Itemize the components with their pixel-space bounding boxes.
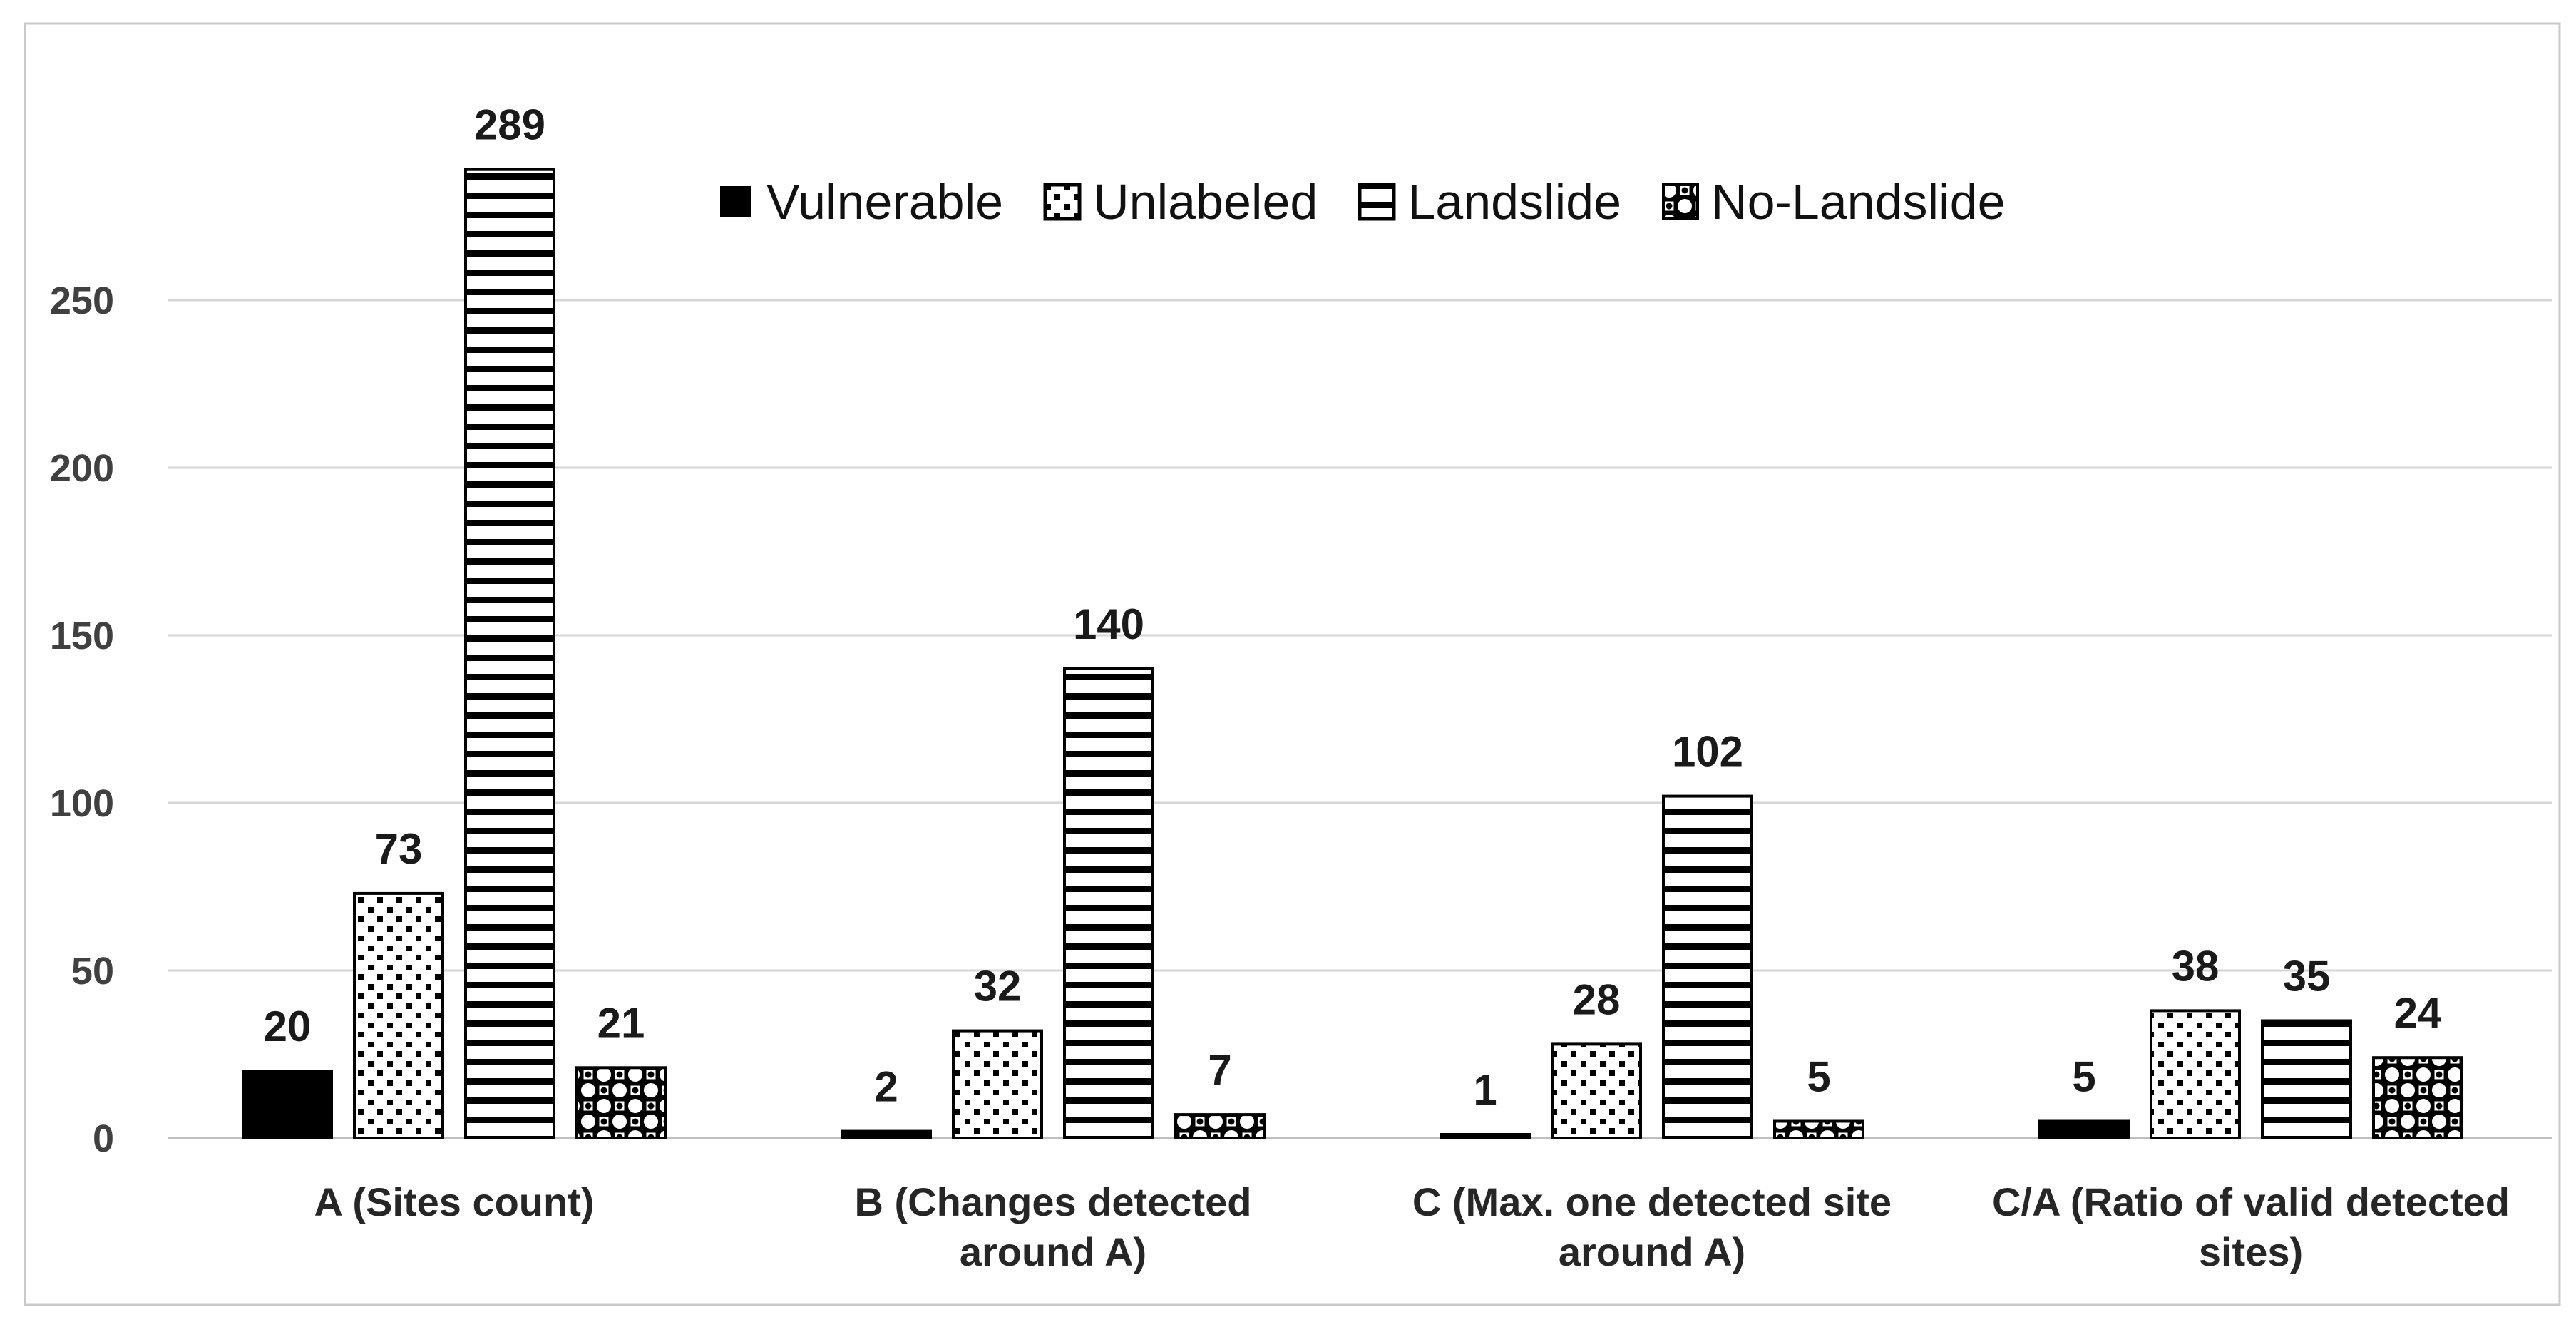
bar-value-label: 102 (1672, 728, 1743, 776)
bar-vulnerable-group1 (242, 1070, 333, 1139)
bar-vulnerable-group4 (2038, 1119, 2130, 1139)
legend-item-unlabeled: Unlabeled (1043, 177, 1318, 227)
bar-landslide-group4 (2261, 1019, 2352, 1139)
bar-value-label: 289 (474, 101, 545, 149)
y-tick-label: 250 (50, 280, 114, 322)
bar-value-label: 5 (1807, 1053, 1830, 1101)
y-tick-label: 0 (93, 1117, 114, 1160)
legend-label: No-Landslide (1711, 174, 2006, 230)
legend-item-landslide: Landslide (1358, 177, 1621, 227)
bar-value-label: 21 (597, 999, 645, 1047)
bar-vulnerable-group3 (1440, 1133, 1531, 1139)
y-tick-label: 150 (50, 615, 114, 657)
bar-landslide-group3 (1662, 794, 1753, 1139)
bar-value-label: 2 (874, 1063, 898, 1111)
x-axis-label: B (Changes detected around A) (855, 1179, 1252, 1274)
legend-swatch-dots-icon (1043, 183, 1082, 221)
x-axis-label: A (Sites count) (314, 1179, 594, 1224)
bar-value-label: 7 (1208, 1046, 1231, 1094)
bar-value-label: 20 (264, 1003, 312, 1050)
legend-swatch-solid-icon (717, 183, 755, 221)
bar-value-label: 5 (2072, 1053, 2095, 1101)
legend-item-no-landslide: No-Landslide (1661, 174, 2006, 230)
bar-unlabeled-group4 (2150, 1009, 2241, 1140)
legend-swatch-hlines-icon (1358, 183, 1396, 221)
bar-no-landslide-group1 (575, 1066, 667, 1140)
legend-label: Landslide (1407, 174, 1622, 230)
legend-label: Vulnerable (766, 174, 1004, 230)
bar-value-label: 73 (375, 825, 423, 873)
y-tick-label: 100 (50, 782, 114, 825)
y-tick-label: 50 (71, 950, 114, 993)
bar-value-label: 24 (2394, 989, 2442, 1037)
chart-frame (24, 22, 2561, 1306)
bar-value-label: 140 (1073, 600, 1144, 648)
bar-value-label: 28 (1573, 975, 1621, 1023)
bar-no-landslide-group2 (1174, 1113, 1266, 1139)
x-axis-label: C (Max. one detected site around A) (1412, 1179, 1892, 1274)
legend-label: Unlabeled (1093, 174, 1318, 230)
bar-landslide-group2 (1063, 667, 1154, 1139)
bar-unlabeled-group3 (1551, 1042, 1642, 1140)
x-axis-label: C/A (Ratio of valid detected sites) (1992, 1179, 2510, 1274)
bar-value-label: 1 (1473, 1066, 1497, 1114)
bar-no-landslide-group4 (2372, 1056, 2463, 1139)
bar-value-label: 38 (2172, 942, 2220, 990)
chart-legend: Vulnerable Unlabeled Landslide No-Landslide (717, 170, 2006, 234)
legend-item-vulnerable: Vulnerable (717, 177, 1003, 227)
bar-landslide-group1 (464, 168, 555, 1140)
bar-no-landslide-group3 (1773, 1119, 1864, 1139)
bar-vulnerable-group2 (841, 1129, 932, 1139)
y-tick-label: 200 (50, 447, 114, 490)
legend-swatch-weave-icon (1661, 183, 1700, 221)
bar-value-label: 32 (974, 963, 1022, 1010)
bar-unlabeled-group2 (952, 1029, 1043, 1139)
bar-value-label: 35 (2283, 953, 2331, 1000)
bar-unlabeled-group1 (353, 891, 444, 1140)
